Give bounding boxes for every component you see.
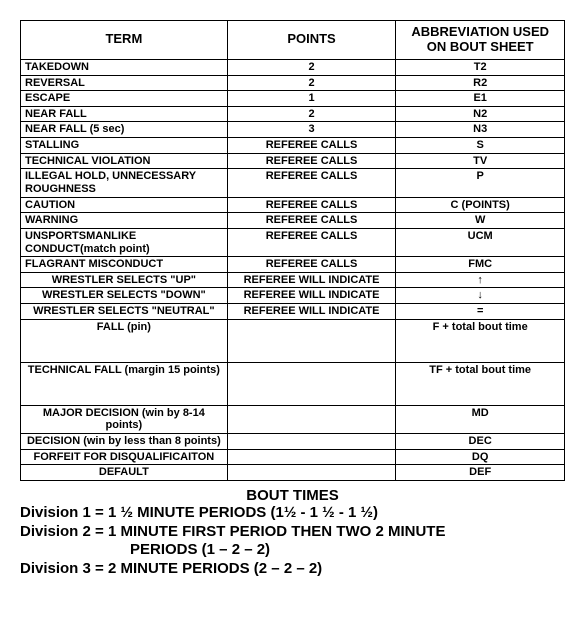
cell-abbr: FMC	[396, 257, 565, 273]
cell-points: REFEREE CALLS	[227, 228, 396, 256]
table-body: TAKEDOWN2T2REVERSAL2R2ESCAPE1E1NEAR FALL…	[21, 59, 565, 480]
cell-term: TAKEDOWN	[21, 59, 228, 75]
header-points: POINTS	[227, 21, 396, 60]
table-row: WRESTLER SELECTS "DOWN"REFEREE WILL INDI…	[21, 288, 565, 304]
cell-abbr: ↓	[396, 288, 565, 304]
cell-points: 1	[227, 91, 396, 107]
cell-points	[227, 449, 396, 465]
header-term: TERM	[21, 21, 228, 60]
table-row: NEAR FALL2N2	[21, 106, 565, 122]
cell-term: CAUTION	[21, 197, 228, 213]
table-row: DECISION (win by less than 8 points) DEC	[21, 434, 565, 450]
table-row: ILLEGAL HOLD, UNNECESSARY ROUGHNESSREFER…	[21, 169, 565, 197]
table-row: NEAR FALL (5 sec)3N3	[21, 122, 565, 138]
cell-abbr: =	[396, 304, 565, 320]
cell-term: DEFAULT	[21, 465, 228, 481]
cell-abbr: TF + total bout time	[396, 362, 565, 405]
cell-abbr: P	[396, 169, 565, 197]
table-row: STALLINGREFEREE CALLSS	[21, 138, 565, 154]
cell-term: FORFEIT FOR DISQUALIFICAITON	[21, 449, 228, 465]
table-row: FALL (pin) F + total bout time	[21, 319, 565, 362]
cell-abbr: DEC	[396, 434, 565, 450]
bout-time-line: Division 2 = 1 MINUTE FIRST PERIOD THEN …	[20, 523, 565, 542]
cell-points: REFEREE WILL INDICATE	[227, 288, 396, 304]
cell-abbr: UCM	[396, 228, 565, 256]
cell-points	[227, 362, 396, 405]
cell-term: WRESTLER SELECTS "UP"	[21, 272, 228, 288]
cell-term: FLAGRANT MISCONDUCT	[21, 257, 228, 273]
cell-points	[227, 405, 396, 433]
cell-abbr: T2	[396, 59, 565, 75]
cell-term: MAJOR DECISION (win by 8-14 points)	[21, 405, 228, 433]
cell-abbr: E1	[396, 91, 565, 107]
bout-time-line: PERIODS (1 – 2 – 2)	[20, 541, 565, 560]
cell-term: REVERSAL	[21, 75, 228, 91]
cell-points: 2	[227, 59, 396, 75]
cell-term: ILLEGAL HOLD, UNNECESSARY ROUGHNESS	[21, 169, 228, 197]
table-row: UNSPORTSMANLIKE CONDUCT(match point)REFE…	[21, 228, 565, 256]
bout-times-section: BOUT TIMES Division 1 = 1 ½ MINUTE PERIO…	[20, 487, 565, 579]
cell-points: REFEREE CALLS	[227, 153, 396, 169]
bout-times-title: BOUT TIMES	[20, 487, 565, 504]
cell-abbr: W	[396, 213, 565, 229]
header-abbr: ABBREVIATION USED ON BOUT SHEET	[396, 21, 565, 60]
table-row: TAKEDOWN2T2	[21, 59, 565, 75]
bout-time-line: Division 1 = 1 ½ MINUTE PERIODS (1½ - 1 …	[20, 504, 565, 523]
cell-points: REFEREE CALLS	[227, 138, 396, 154]
cell-abbr: S	[396, 138, 565, 154]
cell-term: NEAR FALL (5 sec)	[21, 122, 228, 138]
cell-abbr: DQ	[396, 449, 565, 465]
cell-points: REFEREE CALLS	[227, 169, 396, 197]
cell-term: WRESTLER SELECTS "DOWN"	[21, 288, 228, 304]
cell-points: REFEREE WILL INDICATE	[227, 304, 396, 320]
table-row: WRESTLER SELECTS "NEUTRAL"REFEREE WILL I…	[21, 304, 565, 320]
cell-abbr: C (POINTS)	[396, 197, 565, 213]
cell-points: REFEREE CALLS	[227, 257, 396, 273]
cell-term: DECISION (win by less than 8 points)	[21, 434, 228, 450]
cell-term: FALL (pin)	[21, 319, 228, 362]
scoring-table: TERM POINTS ABBREVIATION USED ON BOUT SH…	[20, 20, 565, 481]
cell-abbr: N2	[396, 106, 565, 122]
cell-term: STALLING	[21, 138, 228, 154]
cell-term: ESCAPE	[21, 91, 228, 107]
cell-abbr: ↑	[396, 272, 565, 288]
bout-time-line: Division 3 = 2 MINUTE PERIODS (2 – 2 – 2…	[20, 560, 565, 579]
cell-abbr: N3	[396, 122, 565, 138]
cell-points: REFEREE CALLS	[227, 197, 396, 213]
table-row: WARNINGREFEREE CALLSW	[21, 213, 565, 229]
table-row: MAJOR DECISION (win by 8-14 points) MD	[21, 405, 565, 433]
cell-points: 2	[227, 106, 396, 122]
cell-term: NEAR FALL	[21, 106, 228, 122]
table-row: TECHNICAL FALL (margin 15 points) TF + to…	[21, 362, 565, 405]
cell-abbr: MD	[396, 405, 565, 433]
table-row: DEFAULT DEF	[21, 465, 565, 481]
cell-points: REFEREE WILL INDICATE	[227, 272, 396, 288]
cell-points	[227, 434, 396, 450]
table-row: TECHNICAL VIOLATIONREFEREE CALLSTV	[21, 153, 565, 169]
cell-points: 2	[227, 75, 396, 91]
cell-abbr: R2	[396, 75, 565, 91]
cell-term: UNSPORTSMANLIKE CONDUCT(match point)	[21, 228, 228, 256]
table-row: ESCAPE1E1	[21, 91, 565, 107]
cell-term: WARNING	[21, 213, 228, 229]
table-row: CAUTIONREFEREE CALLSC (POINTS)	[21, 197, 565, 213]
table-row: REVERSAL2R2	[21, 75, 565, 91]
cell-points	[227, 465, 396, 481]
table-row: WRESTLER SELECTS "UP"REFEREE WILL INDICA…	[21, 272, 565, 288]
cell-points: 3	[227, 122, 396, 138]
cell-term: WRESTLER SELECTS "NEUTRAL"	[21, 304, 228, 320]
cell-term: TECHNICAL FALL (margin 15 points)	[21, 362, 228, 405]
cell-abbr: TV	[396, 153, 565, 169]
cell-abbr: DEF	[396, 465, 565, 481]
cell-points: REFEREE CALLS	[227, 213, 396, 229]
cell-abbr: F + total bout time	[396, 319, 565, 362]
table-row: FLAGRANT MISCONDUCTREFEREE CALLSFMC	[21, 257, 565, 273]
cell-term: TECHNICAL VIOLATION	[21, 153, 228, 169]
cell-points	[227, 319, 396, 362]
table-row: FORFEIT FOR DISQUALIFICAITON DQ	[21, 449, 565, 465]
table-header: TERM POINTS ABBREVIATION USED ON BOUT SH…	[21, 21, 565, 60]
